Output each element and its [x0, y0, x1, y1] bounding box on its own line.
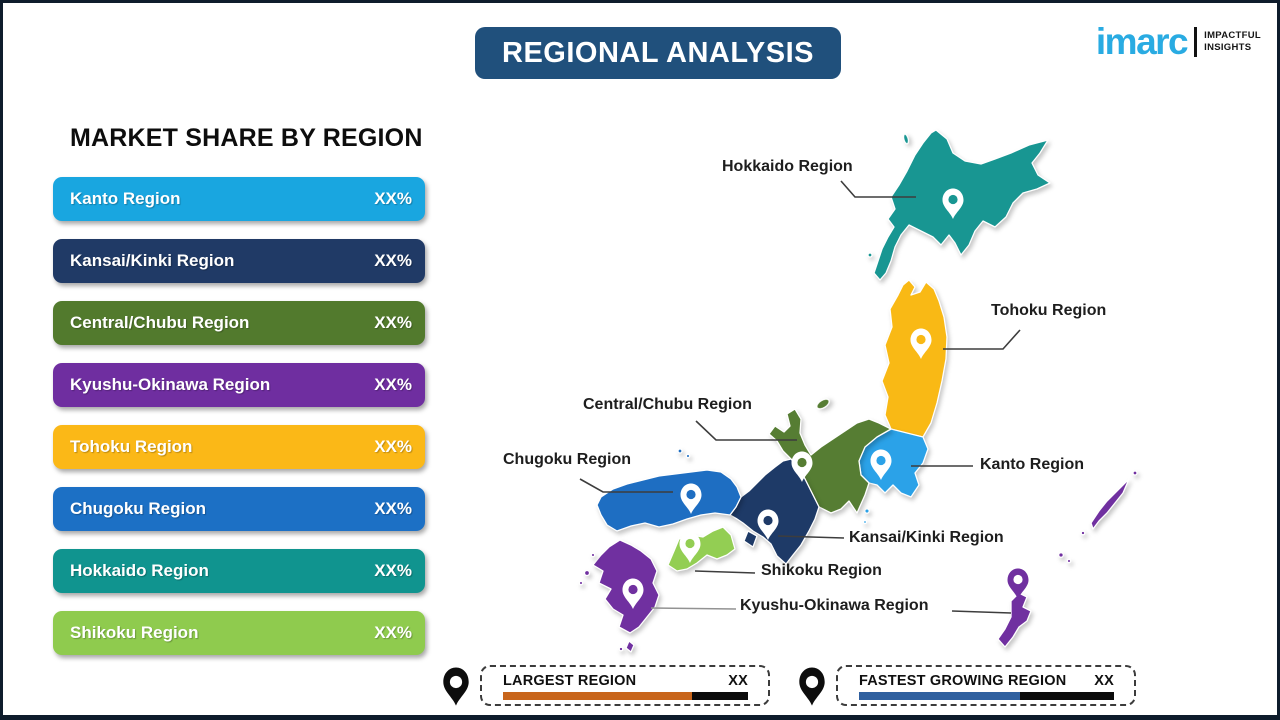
map-label-tohoku: Tohoku Region — [991, 302, 1107, 319]
bar-value: XX% — [374, 623, 412, 642]
black-pin-icon — [443, 667, 469, 706]
map-pin-hokkaido — [942, 188, 964, 219]
island-okinawa-n2 — [1066, 558, 1072, 564]
bar-label: Kanto Region — [70, 189, 181, 208]
map-region-shikoku — [667, 526, 736, 572]
title-banner: REGIONAL ANALYSIS — [475, 27, 841, 79]
leader-tohoku — [943, 329, 1021, 350]
map-pin-chubu — [791, 451, 813, 482]
island-izu-2 — [862, 519, 868, 525]
legend-bar-fill — [859, 692, 1020, 700]
bar-label: Kansai/Kinki Region — [70, 251, 235, 270]
logo-tagline-line1: IMPACTFUL — [1204, 29, 1261, 41]
legend-bar-track — [503, 692, 748, 700]
legend-fastest-growing-region: FASTEST GROWING REGION XX — [797, 665, 1136, 707]
leader-shikoku — [694, 570, 756, 574]
bar-label: Shikoku Region — [70, 623, 199, 642]
map-pin-shikoku — [679, 532, 701, 563]
bar-hokkaido: Hokkaido Region XX% — [53, 549, 425, 593]
island-izu — [864, 508, 870, 514]
market-share-bar-list: Kanto Region XX% Kansai/Kinki Region XX%… — [53, 177, 425, 673]
legend-title: LARGEST REGION — [503, 673, 637, 689]
bar-tohoku: Tohoku Region XX% — [53, 425, 425, 469]
map-label-kyushu: Kyushu-Okinawa Region — [740, 597, 929, 614]
leader-hokkaido — [840, 180, 916, 198]
legend-title: FASTEST GROWING REGION — [859, 673, 1067, 689]
bar-value: XX% — [374, 437, 412, 456]
bar-label: Kyushu-Okinawa Region — [70, 375, 271, 394]
leader-chugoku — [579, 478, 673, 493]
bar-value: XX% — [374, 313, 412, 332]
island-okushiri — [867, 252, 873, 258]
island-amami-2 — [1132, 470, 1138, 476]
map-label-hokkaido: Hokkaido Region — [722, 158, 853, 175]
imarc-logo: imarc IMPACTFUL INSIGHTS — [1096, 23, 1261, 60]
map-region-tohoku — [881, 279, 948, 438]
bar-kansai: Kansai/Kinki Region XX% — [53, 239, 425, 283]
map-pin-okinawa — [1007, 568, 1029, 599]
island-okinawa-main — [997, 592, 1032, 648]
bar-shikoku: Shikoku Region XX% — [53, 611, 425, 655]
legend-largest-region: LARGEST REGION XX — [441, 665, 770, 707]
map-label-chugoku: Chugoku Region — [503, 451, 631, 468]
island-oki — [677, 448, 683, 454]
market-share-heading: MARKET SHARE BY REGION — [70, 124, 423, 152]
bar-kanto: Kanto Region XX% — [53, 177, 425, 221]
japan-map — [578, 129, 1138, 653]
legend-box-fastest: FASTEST GROWING REGION XX — [836, 665, 1136, 706]
page-title: REGIONAL ANALYSIS — [502, 36, 814, 69]
bar-value: XX% — [374, 251, 412, 270]
bar-value: XX% — [374, 561, 412, 580]
black-pin-icon — [799, 667, 825, 706]
map-pin-tohoku — [910, 328, 932, 359]
bar-chugoku: Chugoku Region XX% — [53, 487, 425, 531]
island-goto-2 — [578, 580, 584, 586]
map-pin-kansai — [757, 509, 779, 540]
legend-bar-track — [859, 692, 1114, 700]
map-region-chubu — [768, 408, 892, 514]
map-pin-kyushu — [622, 578, 644, 609]
island-rishiri — [902, 133, 910, 145]
island-south-1 — [618, 646, 624, 652]
bar-chubu: Central/Chubu Region XX% — [53, 301, 425, 345]
legend-value: XX — [1094, 673, 1114, 689]
logo-divider — [1194, 26, 1198, 57]
leader-kansai — [777, 535, 845, 539]
bar-label: Chugoku Region — [70, 499, 206, 518]
bar-label: Hokkaido Region — [70, 561, 209, 580]
bar-kyushu: Kyushu-Okinawa Region XX% — [53, 363, 425, 407]
bar-value: XX% — [374, 375, 412, 394]
island-amami — [1090, 478, 1130, 530]
logo-tagline-line2: INSIGHTS — [1204, 41, 1252, 53]
bar-value: XX% — [374, 499, 412, 518]
bar-label: Tohoku Region — [70, 437, 193, 456]
island-oki-2 — [685, 453, 691, 459]
map-label-kansai: Kansai/Kinki Region — [849, 529, 1004, 546]
bar-value: XX% — [374, 189, 412, 208]
map-region-kansai — [729, 458, 820, 565]
map-label-shikoku: Shikoku Region — [761, 562, 882, 579]
map-pin-chugoku — [680, 483, 702, 514]
imarc-brand-text: imarc — [1095, 21, 1189, 62]
logo-tagline: IMPACTFUL INSIGHTS — [1204, 30, 1261, 54]
island-amami-3 — [1080, 530, 1086, 536]
map-label-chubu: Central/Chubu Region — [583, 396, 752, 413]
leader-chubu — [695, 420, 797, 441]
island-goto — [583, 569, 591, 577]
leader-kyushu-left — [650, 607, 737, 610]
map-region-chugoku — [596, 469, 742, 532]
leader-kyushu-right — [951, 610, 1012, 614]
legend-value: XX — [728, 673, 748, 689]
island-south-2 — [625, 640, 635, 653]
legend-box-largest: LARGEST REGION XX — [480, 665, 770, 706]
island-okinawa-n1 — [1058, 552, 1064, 558]
bar-label: Central/Chubu Region — [70, 313, 250, 332]
map-label-kanto: Kanto Region — [980, 456, 1084, 473]
island-tsushima — [590, 552, 596, 558]
legend-bar-fill — [503, 692, 692, 700]
map-pin-kanto — [870, 449, 892, 480]
island-sado — [816, 398, 830, 410]
island-awaji — [743, 530, 758, 548]
